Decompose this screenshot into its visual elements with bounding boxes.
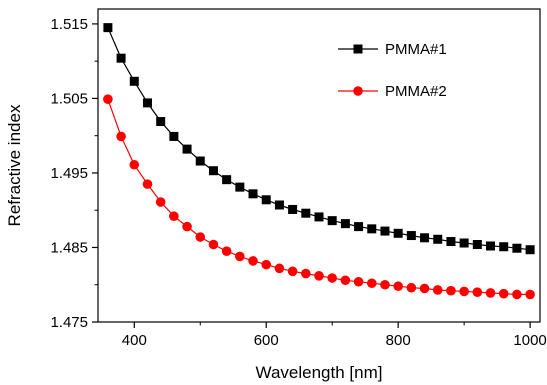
data-point (274, 263, 285, 274)
y-tick-label: 1.485 (50, 239, 88, 256)
data-point (129, 159, 140, 170)
data-point (208, 166, 218, 176)
data-point (433, 234, 443, 244)
series-line (107, 98, 531, 295)
data-point (314, 212, 324, 222)
data-point (419, 283, 430, 294)
data-point (142, 98, 152, 108)
y-tick-label: 1.475 (50, 314, 88, 331)
data-point (406, 231, 416, 241)
legend: PMMA#1 PMMA#2 (338, 41, 447, 100)
data-point (393, 228, 403, 238)
data-point (485, 288, 496, 298)
data-point (103, 94, 113, 104)
x-tick-label: 1000 (513, 332, 546, 349)
data-point (129, 76, 139, 86)
legend-item: PMMA#2 (338, 83, 447, 100)
data-point (380, 279, 390, 290)
x-tick-label: 800 (386, 332, 411, 349)
data-point (248, 189, 258, 199)
x-axis-title: Wavelength [nm] (256, 363, 383, 382)
data-point (261, 259, 272, 270)
data-point (155, 197, 166, 207)
series-1 (103, 23, 535, 255)
data-point (142, 179, 153, 189)
data-point (512, 243, 522, 253)
data-point (182, 221, 192, 232)
data-point (393, 281, 403, 292)
data-point (248, 256, 258, 266)
data-point (221, 246, 232, 257)
plot-border (97, 8, 541, 323)
data-point (380, 226, 390, 236)
data-point (472, 239, 482, 249)
plot-area (97, 8, 541, 323)
axes-layer: 400 600 800 1000 1.475 1.485 1.495 1.505 1.515 (50, 16, 546, 349)
data-point (340, 275, 351, 286)
data-point (327, 273, 337, 283)
data-point (169, 211, 179, 221)
data-point (498, 288, 509, 299)
data-point (261, 195, 271, 205)
data-point (327, 216, 337, 226)
data-point (446, 285, 456, 296)
data-point (340, 219, 350, 229)
data-point (274, 200, 284, 210)
legend-label: PMMA#2 (385, 83, 447, 100)
data-point (525, 245, 535, 255)
x-tick-label: 600 (254, 332, 279, 349)
data-point (367, 224, 377, 234)
data-point (301, 208, 311, 218)
data-point (195, 232, 206, 242)
data-point (499, 242, 509, 252)
data-point (116, 53, 126, 63)
data-point (301, 268, 311, 279)
series-layer (103, 23, 535, 300)
data-point (116, 131, 126, 142)
series-2 (103, 94, 535, 300)
data-point (366, 278, 377, 289)
data-point (512, 289, 522, 300)
y-tick-label: 1.505 (50, 90, 88, 107)
data-point (169, 131, 179, 141)
data-point (354, 222, 364, 232)
data-point (182, 144, 192, 154)
data-point (314, 270, 324, 281)
data-point (287, 266, 298, 277)
legend-marker (353, 44, 363, 54)
data-point (195, 156, 205, 166)
data-point (156, 117, 166, 127)
data-point (103, 23, 113, 33)
data-point (432, 285, 443, 295)
data-point (235, 251, 245, 262)
data-point (208, 239, 219, 250)
data-point (486, 241, 496, 251)
data-point (459, 238, 469, 248)
y-tick-label: 1.515 (50, 16, 88, 33)
data-point (353, 276, 364, 287)
data-point (420, 233, 430, 243)
data-point (288, 204, 298, 214)
data-point (446, 237, 456, 247)
data-point (222, 175, 232, 185)
y-axis-title: Refractive index (5, 104, 24, 226)
y-tick-label: 1.495 (50, 165, 88, 182)
legend-item: PMMA#1 (338, 41, 447, 58)
x-tick-label: 400 (122, 332, 147, 349)
data-point (472, 287, 483, 297)
legend-marker (353, 86, 363, 96)
data-point (525, 289, 535, 300)
data-point (235, 182, 245, 192)
legend-label: PMMA#1 (385, 41, 447, 58)
data-point (459, 286, 469, 297)
data-point (406, 282, 417, 293)
